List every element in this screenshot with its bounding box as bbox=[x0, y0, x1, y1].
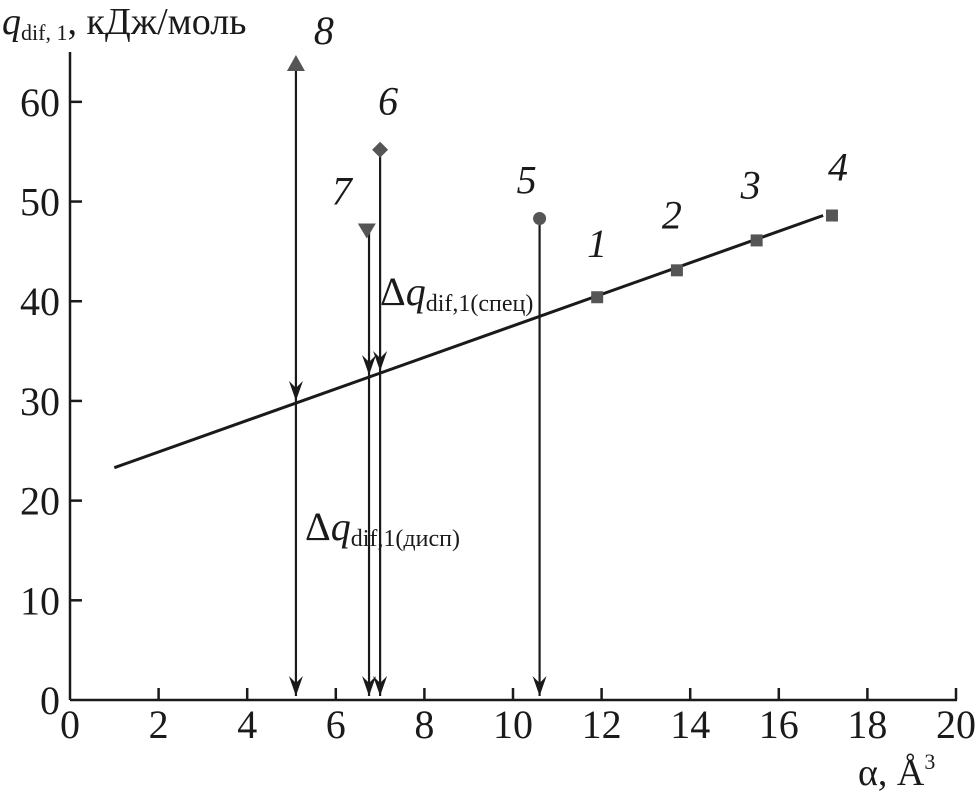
arrow-head-bottom bbox=[288, 676, 303, 696]
x-axis-title: α, Å3 bbox=[858, 749, 935, 794]
y-axis-title: qdif, 1, кДж/моль bbox=[2, 1, 247, 45]
x-axis-title-main: α, Å bbox=[858, 752, 925, 794]
x-tick-label: 18 bbox=[847, 702, 887, 747]
ticks bbox=[70, 100, 958, 700]
point-label-7: 7 bbox=[332, 168, 354, 213]
y-tick-label: 60 bbox=[20, 80, 60, 125]
point-label-5: 5 bbox=[517, 157, 537, 202]
annotation-disp: Δqdif,1(дисп) bbox=[305, 504, 460, 552]
point-label-4: 4 bbox=[828, 144, 848, 189]
annotation-disp-delta: Δ bbox=[305, 504, 331, 549]
marker-triangle-up bbox=[286, 54, 305, 71]
arrow-head-bottom bbox=[362, 676, 377, 696]
x-tick-label: 6 bbox=[326, 702, 346, 747]
marker-square bbox=[825, 209, 838, 222]
marker-diamond bbox=[372, 141, 389, 158]
marker-circle bbox=[533, 211, 547, 225]
y-axis-title-main: q bbox=[2, 1, 21, 43]
annotation-spec-sub: dif,1(спец) bbox=[426, 291, 534, 317]
x-tick-label: 8 bbox=[414, 702, 434, 747]
y-axis-title-unit: , кДж/моль bbox=[67, 1, 246, 43]
arrow-head-mid bbox=[288, 380, 303, 401]
annotation-spec: Δqdif,1(спец) bbox=[380, 269, 533, 317]
x-tick-label: 14 bbox=[670, 702, 710, 747]
point-label-3: 3 bbox=[740, 162, 761, 207]
y-tick-label: 30 bbox=[20, 379, 60, 424]
x-tick-label: 4 bbox=[237, 702, 257, 747]
x-axis-title-sup: 3 bbox=[924, 749, 935, 774]
marker-square bbox=[670, 264, 683, 277]
marker-square bbox=[750, 234, 763, 247]
x-tick-label: 0 bbox=[60, 702, 80, 747]
point-label-6: 6 bbox=[378, 79, 398, 124]
arrow-head-bottom bbox=[373, 676, 388, 696]
y-axis-title-sub: dif, 1 bbox=[21, 20, 67, 45]
annotation-spec-q: q bbox=[406, 269, 426, 314]
fit-line bbox=[113, 214, 824, 470]
y-tick-label: 0 bbox=[40, 678, 60, 723]
axes bbox=[68, 52, 957, 702]
annotation-disp-q: q bbox=[331, 504, 351, 549]
point-label-1: 1 bbox=[587, 221, 607, 266]
marker-triangle-down bbox=[357, 223, 376, 239]
fit-line-group bbox=[113, 214, 824, 470]
arrows bbox=[288, 61, 547, 696]
annotation-disp-sub: dif,1(дисп) bbox=[351, 526, 460, 552]
x-tick-label: 2 bbox=[149, 702, 169, 747]
x-tick-label: 16 bbox=[759, 702, 799, 747]
y-tick-label: 20 bbox=[20, 479, 60, 524]
point-label-2: 2 bbox=[662, 192, 682, 237]
y-tick-label: 40 bbox=[20, 279, 60, 324]
marker-square bbox=[591, 291, 604, 304]
point-label-8: 8 bbox=[314, 8, 334, 53]
arrow-head-mid bbox=[362, 355, 377, 376]
x-tick-label: 20 bbox=[936, 702, 975, 747]
y-tick-label: 10 bbox=[20, 578, 60, 623]
point-labels: 1 2 3 4 5 67 8 bbox=[314, 8, 848, 266]
y-tick-label: 50 bbox=[20, 180, 60, 225]
markers bbox=[286, 54, 838, 304]
annotation-spec-delta: Δ bbox=[380, 269, 406, 314]
x-tick-label: 12 bbox=[582, 702, 622, 747]
x-tick-label: 10 bbox=[493, 702, 533, 747]
arrow-head-mid bbox=[373, 351, 388, 372]
arrow-head-bottom bbox=[532, 676, 547, 696]
